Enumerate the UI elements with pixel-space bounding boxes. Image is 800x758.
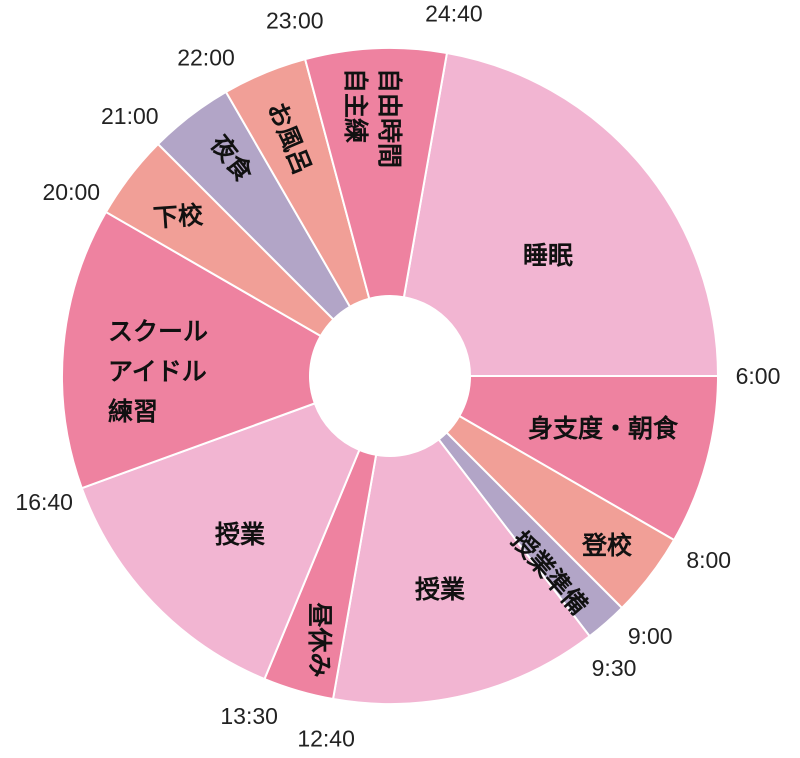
label-idol-practice-2: アイドル	[108, 357, 207, 386]
tick-label-1: 8:00	[686, 547, 731, 573]
label-lunch: 昼休み	[305, 602, 334, 677]
tick-label-9: 22:00	[177, 44, 235, 70]
slice-11	[303, 47, 449, 300]
tick-label-5: 13:30	[220, 703, 278, 729]
tick-label-0: 6:00	[736, 363, 781, 389]
label-going-home: 下校	[152, 200, 205, 232]
slice-6	[80, 402, 361, 681]
label-free-time: 自由時間	[375, 68, 404, 168]
slice-1	[457, 375, 720, 542]
tick-label-8: 21:00	[101, 103, 159, 129]
tick-label-7: 20:00	[43, 179, 101, 205]
tick-label-6: 16:40	[15, 489, 73, 515]
label-prep-breakfast: 身支度・朝食	[528, 414, 679, 443]
tick-label-2: 9:00	[628, 623, 673, 649]
tick-label-11: 24:40	[425, 1, 483, 27]
label-idol-practice-3: 練習	[108, 397, 158, 426]
label-sleep: 睡眠	[523, 241, 573, 270]
slice-4	[331, 438, 592, 705]
tick-label-4: 12:40	[297, 725, 355, 751]
label-self-practice: 自主練	[341, 68, 370, 143]
slice-7	[61, 210, 323, 490]
tick-label-10: 23:00	[266, 8, 324, 34]
label-class-1: 授業	[415, 575, 465, 604]
label-class-2: 授業	[215, 520, 265, 549]
label-commute-to-school: 登校	[581, 531, 633, 560]
tick-label-3: 9:30	[592, 655, 637, 681]
label-idol-practice-1: スクール	[108, 317, 208, 346]
slice-0	[402, 51, 720, 377]
